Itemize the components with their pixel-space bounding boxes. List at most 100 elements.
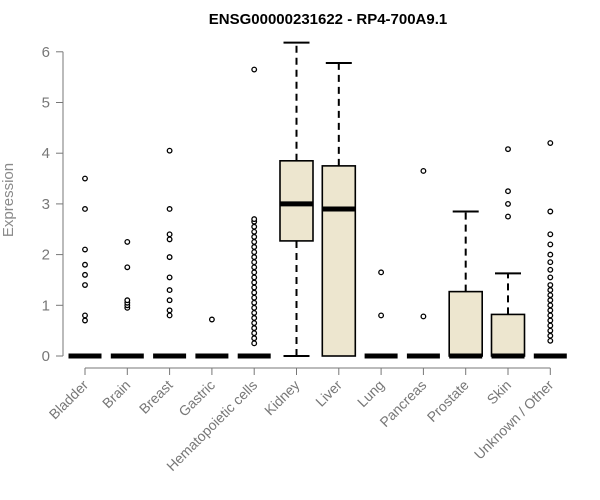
outlier-4-15 (251, 264, 258, 271)
outlier-0-1 (82, 312, 88, 319)
outlier-1-4 (124, 264, 131, 271)
outlier-2-8 (166, 206, 173, 212)
x-tick-label-10: Skin (484, 377, 515, 408)
chart-title: ENSG00000231622 - RP4-700A9.1 (209, 11, 448, 28)
outlier-4-14 (251, 269, 258, 276)
box-10 (490, 313, 526, 357)
outlier-2-6 (166, 236, 173, 243)
outlier-11-10 (547, 287, 554, 294)
outlier-0-6 (82, 206, 88, 212)
y-tick-label-0: 0 (42, 348, 50, 365)
box-group-11 (533, 140, 567, 359)
y-axis: 0 1 2 3 4 5 6 (42, 44, 64, 365)
outlier-4-23 (251, 223, 258, 230)
outlier-11-17 (547, 231, 554, 238)
outlier-2-1 (166, 307, 173, 314)
outlier-11-13 (547, 266, 554, 273)
outlier-0-0 (82, 317, 88, 324)
y-tick-label-6: 6 (42, 44, 50, 61)
outlier-11-6 (547, 307, 554, 314)
outlier-4-22 (251, 228, 258, 235)
x-tick-label-5: Kidney (261, 377, 303, 419)
outlier-4-6 (251, 309, 258, 316)
outlier-4-26 (251, 66, 258, 73)
outlier-7-0 (378, 312, 385, 319)
y-axis-label: Expression (0, 163, 17, 237)
outlier-2-9 (166, 147, 173, 154)
x-tick-label-11: Unknown / Other (471, 377, 557, 463)
outlier-4-16 (251, 259, 258, 266)
outlier-10-1 (505, 200, 511, 207)
y-tick-label-1: 1 (42, 297, 50, 314)
x-tick-label-9: Prostate (424, 377, 472, 425)
box-group-4 (237, 66, 271, 359)
outlier-4-2 (251, 330, 258, 337)
outlier-11-18 (547, 208, 554, 215)
box-group-0 (68, 175, 102, 359)
outlier-4-13 (251, 274, 258, 281)
outlier-11-19 (547, 140, 554, 147)
outlier-4-20 (251, 238, 258, 245)
box-group-1 (110, 238, 144, 359)
outlier-11-14 (547, 259, 554, 266)
box-group-10 (490, 146, 526, 359)
box-6 (321, 165, 357, 357)
outlier-7-1 (378, 269, 385, 276)
y-tick-label-4: 4 (42, 145, 50, 162)
y-tick-label-3: 3 (42, 196, 50, 213)
y-tick-label-5: 5 (42, 95, 50, 112)
outlier-4-4 (251, 320, 258, 326)
outlier-2-2 (166, 297, 173, 304)
outlier-8-1 (420, 167, 427, 174)
outlier-11-12 (547, 274, 554, 281)
outlier-11-9 (547, 292, 554, 299)
box-group-9 (448, 210, 484, 359)
x-tick-label-1: Brain (99, 377, 133, 411)
outlier-4-11 (251, 284, 258, 291)
outlier-11-5 (547, 312, 554, 319)
outlier-0-2 (82, 282, 88, 288)
outlier-10-0 (505, 213, 511, 220)
outlier-0-5 (82, 246, 88, 253)
box-group-3 (195, 316, 229, 359)
outlier-4-3 (251, 325, 258, 332)
outlier-0-7 (82, 175, 88, 182)
outlier-1-3 (124, 297, 131, 304)
outlier-4-0 (251, 340, 258, 347)
box-group-8 (406, 167, 440, 359)
outlier-11-8 (547, 297, 554, 304)
outlier-4-25 (251, 216, 258, 223)
outlier-11-7 (547, 302, 554, 309)
outlier-11-1 (547, 332, 554, 339)
outlier-2-7 (166, 231, 173, 238)
x-tick-label-6: Liver (312, 377, 345, 410)
outlier-2-3 (166, 287, 173, 294)
outlier-3-0 (208, 316, 215, 323)
outlier-4-8 (251, 299, 258, 306)
x-tick-label-2: Breast (136, 377, 176, 417)
outlier-1-5 (124, 238, 131, 245)
outlier-10-2 (505, 188, 511, 195)
outlier-4-10 (251, 289, 258, 296)
outlier-8-0 (420, 313, 427, 320)
outlier-4-9 (251, 294, 258, 301)
outlier-4-7 (251, 304, 258, 311)
outlier-2-0 (166, 312, 173, 319)
outlier-4-12 (251, 279, 258, 286)
outlier-2-5 (166, 254, 173, 261)
box-5 (279, 160, 314, 242)
outlier-11-16 (547, 241, 554, 248)
outlier-11-3 (547, 322, 554, 329)
box-group-5 (279, 41, 314, 357)
x-tick-label-8: Pancreas (376, 377, 429, 430)
outlier-4-18 (251, 249, 258, 256)
x-tick-label-0: Bladder (46, 377, 92, 423)
outlier-11-2 (547, 327, 554, 334)
outlier-11-0 (547, 337, 554, 344)
outlier-4-21 (251, 233, 258, 240)
box-group-6 (321, 61, 357, 357)
outlier-2-4 (166, 274, 173, 281)
